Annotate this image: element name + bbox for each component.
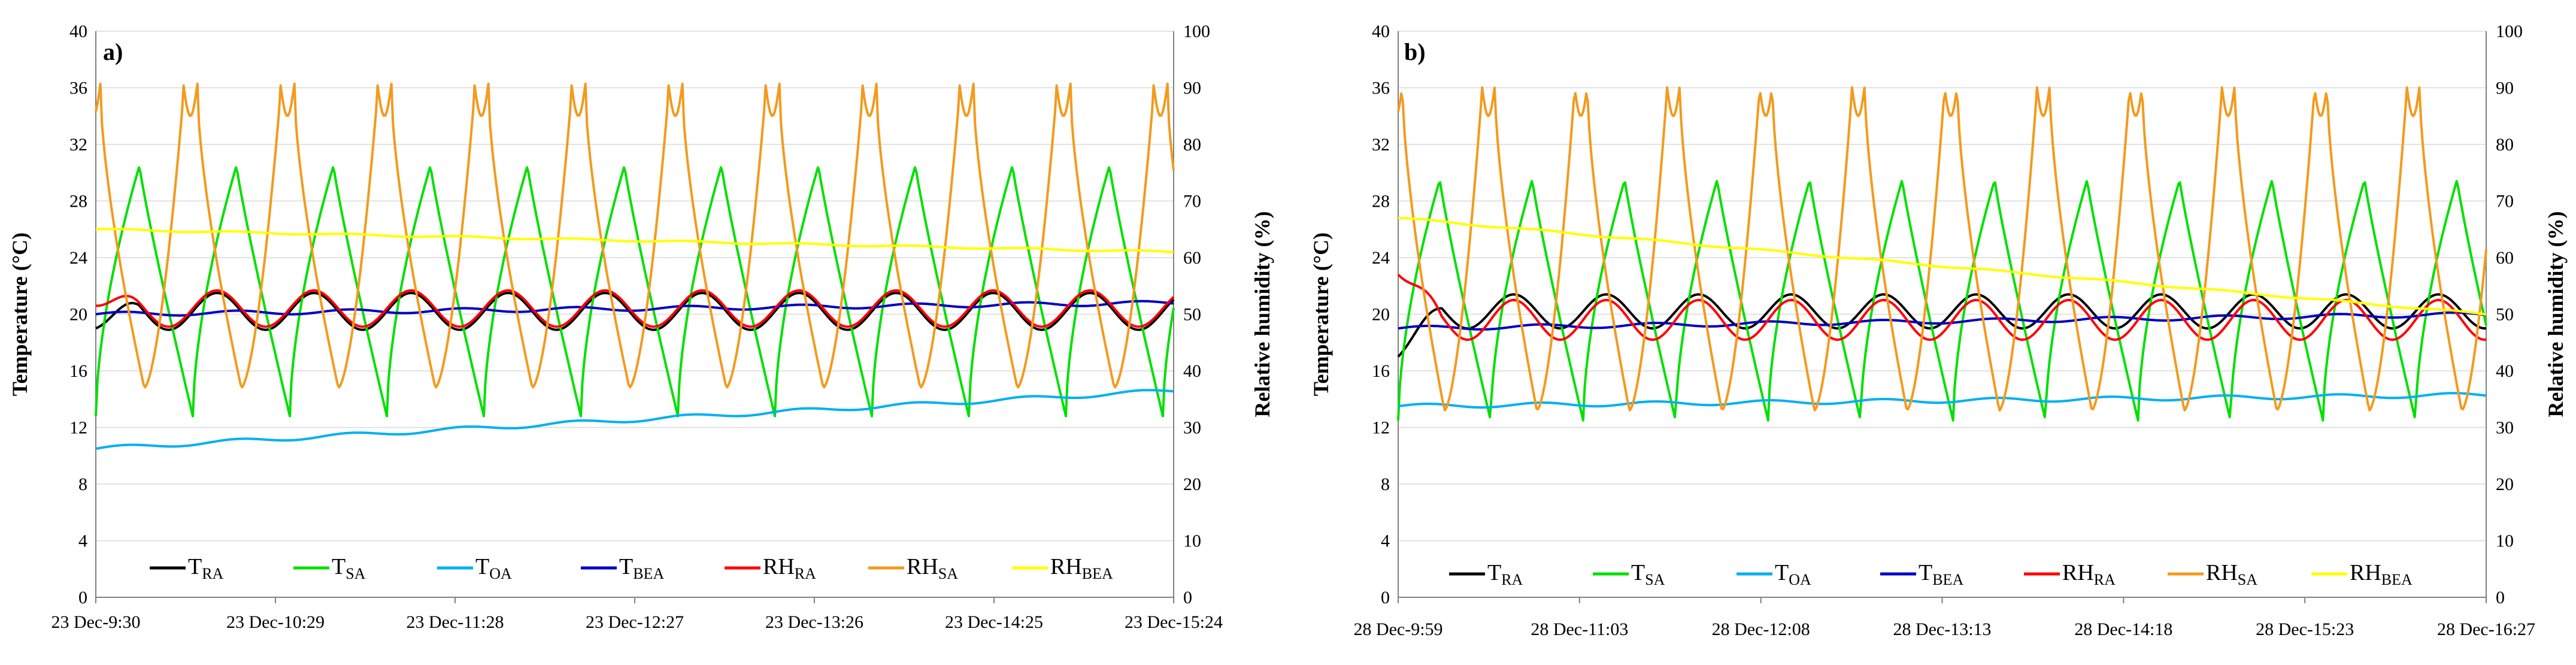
y-right-tick-label: 10 bbox=[2496, 531, 2514, 551]
x-tick-label: 28 Dec-9:59 bbox=[1353, 619, 1442, 639]
y-left-tick-label: 8 bbox=[1381, 474, 1390, 494]
series-line-t-oa bbox=[1398, 392, 2487, 409]
y-right-tick-label: 80 bbox=[2496, 135, 2514, 155]
series-line-rh-bea bbox=[1398, 216, 2487, 316]
legend-label: RHRA bbox=[2062, 560, 2116, 588]
series-line-t-oa bbox=[95, 389, 1174, 450]
x-tick-label: 28 Dec-12:08 bbox=[1712, 619, 1810, 639]
y-right-tick-label: 0 bbox=[1183, 588, 1192, 607]
y-left-tick-label: 36 bbox=[69, 78, 87, 98]
chart-panel-2: 0 4 8 12 16 20 24 28 32 36 40 0 10 20 30 40 50 60 70 80 90 10… bbox=[1309, 22, 2568, 639]
y-left-tick-label: 28 bbox=[1372, 192, 1390, 211]
y-left-tick-label: 8 bbox=[78, 474, 87, 494]
y-left-axis-label: Temperature (°C) bbox=[1309, 232, 1333, 396]
x-tick-label: 28 Dec-11:03 bbox=[1531, 619, 1628, 639]
series-line-t-bea bbox=[1398, 311, 2487, 331]
legend-label: TOA bbox=[1775, 560, 1811, 588]
series-line-t-sa bbox=[95, 166, 1175, 418]
x-tick-label: 23 Dec-14:25 bbox=[945, 612, 1043, 632]
y-left-tick-label: 0 bbox=[1381, 588, 1390, 607]
y-right-axis-label: Relative humidity (%) bbox=[2544, 211, 2568, 418]
y-right-tick-label: 90 bbox=[1183, 78, 1201, 98]
y-left-tick-label: 20 bbox=[1372, 305, 1390, 325]
y-left-tick-label: 24 bbox=[69, 248, 87, 268]
x-tick-label: 28 Dec-13:13 bbox=[1893, 619, 1991, 639]
legend-label: TBEA bbox=[1919, 560, 1963, 588]
y-right-tick-label: 20 bbox=[1183, 474, 1201, 494]
legend-label: TBEA bbox=[619, 554, 664, 582]
legend-label: RHBEA bbox=[1050, 554, 1113, 582]
panel-label: a) bbox=[103, 38, 123, 65]
y-left-tick-label: 4 bbox=[78, 531, 87, 551]
y-left-axis-label: Temperature (°C) bbox=[8, 232, 32, 396]
y-right-tick-label: 50 bbox=[2496, 305, 2514, 325]
y-left-tick-label: 40 bbox=[69, 22, 87, 41]
y-right-tick-label: 0 bbox=[2496, 588, 2505, 607]
y-right-tick-label: 100 bbox=[2496, 22, 2523, 41]
series-line-rh-ra bbox=[1397, 273, 2487, 341]
legend-label: TRA bbox=[1487, 560, 1523, 588]
series-line-rh-ra bbox=[95, 289, 1175, 328]
series-line-rh-sa bbox=[1397, 86, 2487, 412]
y-right-tick-label: 100 bbox=[1183, 22, 1210, 41]
y-left-tick-label: 12 bbox=[69, 418, 87, 438]
y-left-tick-label: 16 bbox=[1372, 361, 1390, 381]
y-right-tick-label: 70 bbox=[2496, 192, 2514, 211]
y-right-tick-label: 80 bbox=[1183, 135, 1201, 155]
y-right-tick-label: 30 bbox=[1183, 418, 1201, 438]
y-left-tick-label: 24 bbox=[1372, 248, 1390, 268]
y-left-tick-label: 20 bbox=[69, 305, 87, 325]
y-right-tick-label: 10 bbox=[1183, 531, 1201, 551]
legend-label: TSA bbox=[1631, 560, 1665, 588]
legend-label: RHSA bbox=[2206, 560, 2257, 588]
y-left-tick-label: 0 bbox=[78, 588, 87, 607]
chart-panel-1: 0 4 8 12 16 20 24 28 32 36 40 0 10 20 30 40 50 60 70 80 90 10… bbox=[8, 22, 1274, 632]
y-right-tick-label: 40 bbox=[1183, 361, 1201, 381]
legend-label: RHSA bbox=[907, 554, 958, 582]
x-tick-label: 28 Dec-15:23 bbox=[2256, 619, 2354, 639]
series-line-t-sa bbox=[1397, 180, 2487, 422]
x-tick-label: 23 Dec-13:26 bbox=[765, 612, 863, 632]
legend-label: TOA bbox=[475, 554, 512, 582]
legend-label: TSA bbox=[332, 554, 366, 582]
x-tick-label: 28 Dec-16:27 bbox=[2437, 619, 2535, 639]
y-right-tick-label: 30 bbox=[2496, 418, 2514, 438]
y-right-tick-label: 20 bbox=[2496, 474, 2514, 494]
panel-label: b) bbox=[1404, 38, 1426, 65]
series-line-rh-sa bbox=[95, 82, 1175, 389]
series-line-rh-bea bbox=[95, 228, 1174, 253]
y-right-tick-label: 40 bbox=[2496, 361, 2514, 381]
legend-label: RHBEA bbox=[2350, 560, 2413, 588]
y-left-tick-label: 4 bbox=[1381, 531, 1390, 551]
x-tick-label: 28 Dec-14:18 bbox=[2074, 619, 2172, 639]
y-right-tick-label: 70 bbox=[1183, 192, 1201, 211]
legend-label: TRA bbox=[188, 554, 224, 582]
x-tick-label: 23 Dec-11:28 bbox=[406, 612, 504, 632]
y-left-tick-label: 16 bbox=[69, 361, 87, 381]
series-line-t-bea bbox=[95, 300, 1174, 317]
y-left-tick-label: 36 bbox=[1372, 78, 1390, 98]
y-left-tick-label: 12 bbox=[1372, 418, 1390, 438]
y-right-axis-label: Relative humidity (%) bbox=[1250, 211, 1274, 418]
x-tick-label: 23 Dec-9:30 bbox=[51, 612, 140, 632]
y-left-tick-label: 40 bbox=[1372, 22, 1390, 41]
x-tick-label: 23 Dec-10:29 bbox=[226, 612, 325, 632]
legend-label: RHRA bbox=[763, 554, 816, 582]
y-right-tick-label: 50 bbox=[1183, 305, 1201, 325]
y-right-tick-label: 60 bbox=[1183, 248, 1201, 268]
series-line-t-ra bbox=[95, 292, 1175, 331]
x-tick-label: 23 Dec-12:27 bbox=[586, 612, 684, 632]
y-left-tick-label: 32 bbox=[1372, 135, 1390, 155]
y-right-tick-label: 90 bbox=[2496, 78, 2514, 98]
y-right-tick-label: 60 bbox=[2496, 248, 2514, 268]
y-left-tick-label: 32 bbox=[69, 135, 87, 155]
y-left-tick-label: 28 bbox=[69, 192, 87, 211]
x-tick-label: 23 Dec-15:24 bbox=[1125, 612, 1223, 632]
